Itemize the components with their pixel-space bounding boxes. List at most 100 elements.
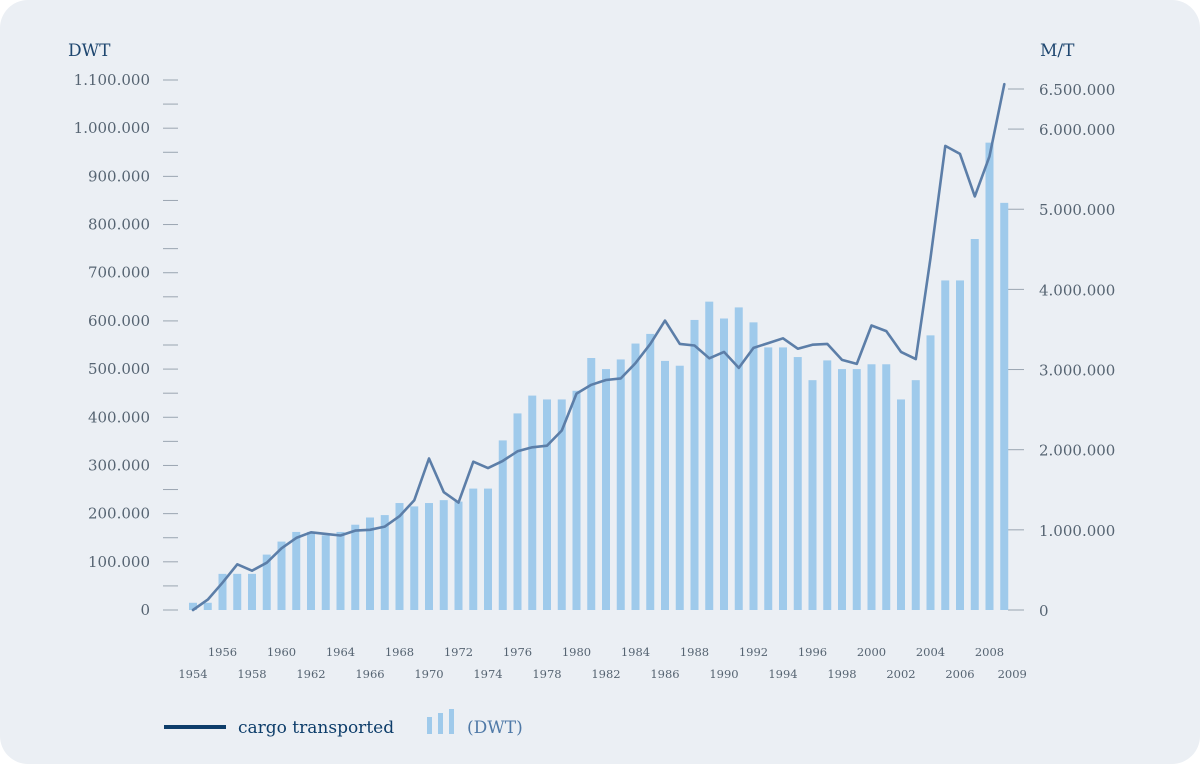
dwt-bar (380, 515, 389, 610)
dwt-bar (823, 360, 832, 610)
legend-line-label: cargo transported (238, 718, 394, 738)
dwt-bar (911, 380, 920, 610)
dwt-bar (602, 369, 610, 610)
dwt-bar (469, 488, 478, 610)
dwt-bar (749, 322, 758, 610)
dwt-bar (292, 531, 301, 610)
dwt-bar (1000, 202, 1009, 610)
dwt-bar (454, 501, 463, 610)
x-tick-label: 1996 (798, 645, 827, 659)
dwt-bar (410, 506, 419, 610)
dwt-bar (808, 380, 817, 610)
left-tick-label: 900.000 (88, 167, 150, 185)
dwt-bar (439, 500, 448, 610)
dwt-bar (646, 333, 655, 610)
left-tick-label: 300.000 (88, 456, 150, 474)
dwt-bar (572, 390, 581, 610)
x-tick-label: 1984 (621, 645, 650, 659)
dwt-bar (262, 554, 271, 610)
left-tick-label: 1.100.000 (74, 71, 150, 89)
dwt-bar (793, 357, 802, 610)
x-tick-label: 1964 (326, 645, 355, 659)
dwt-bar (970, 239, 979, 610)
right-tick-label: 6.000.000 (1039, 121, 1115, 139)
dwt-bar (321, 535, 330, 610)
right-tick-label: 5.000.000 (1039, 201, 1115, 219)
dwt-bar (218, 573, 227, 610)
legend-bar-swatch-1 (427, 717, 432, 734)
dwt-bar (425, 503, 433, 610)
x-tick-label: 1962 (296, 667, 325, 681)
x-tick-label: 2009 (998, 667, 1027, 681)
dwt-bar (336, 531, 345, 610)
right-tick-label: 1.000.000 (1039, 522, 1115, 540)
dwt-bar (513, 413, 522, 610)
left-tick-label: 700.000 (88, 264, 150, 282)
left-tick-label: 400.000 (88, 408, 150, 426)
dwt-bar (734, 307, 743, 610)
dwt-bar (616, 359, 625, 610)
dwt-bar (764, 347, 773, 610)
dwt-bar (543, 399, 551, 610)
x-tick-label: 1968 (385, 645, 414, 659)
x-tick-label: 1978 (532, 667, 561, 681)
dwt-bar (705, 301, 714, 610)
dwt-bar (189, 602, 197, 610)
left-tick-label: 100.000 (88, 553, 150, 571)
cargo-transported-line (191, 82, 1006, 612)
dwt-bar (528, 395, 537, 610)
x-tick-label: 1956 (208, 645, 237, 659)
left-axis-title: DWT (68, 41, 111, 61)
dwt-bar (366, 517, 374, 610)
x-tick-label: 1988 (680, 645, 709, 659)
dwt-bar (277, 541, 286, 610)
dwt-bar (720, 318, 728, 610)
dwt-bar (395, 503, 404, 610)
x-tick-label: 1994 (768, 667, 797, 681)
dwt-bar (926, 335, 935, 610)
dwt-bar (587, 358, 596, 610)
dwt-bar (675, 365, 684, 610)
x-tick-label: 2008 (975, 645, 1004, 659)
right-axis-title: M/T (1040, 41, 1075, 61)
dwt-bar (852, 369, 861, 610)
right-axis: 0 1.000.000 2.000.000 3.000.000 4.000.000 5.0… (1008, 81, 1115, 620)
x-tick-label: 1990 (709, 667, 738, 681)
x-tick-label: 1954 (178, 667, 207, 681)
x-tick-label: 1970 (414, 667, 443, 681)
dwt-bar (985, 142, 994, 611)
dwt-bar (557, 399, 566, 610)
left-tick-label: 200.000 (88, 505, 150, 523)
x-tick-label: 1958 (237, 667, 266, 681)
x-axis: 1956 1960 1964 1968 1972 1976 1980 1984 1988 1992… (178, 645, 1027, 681)
dwt-bar (882, 364, 891, 610)
legend: cargo transported (DWT) (164, 709, 523, 738)
dwt-bar (661, 360, 669, 610)
x-tick-label: 1986 (650, 667, 679, 681)
left-tick-label: 800.000 (88, 216, 150, 234)
x-tick-label: 1992 (739, 645, 768, 659)
dwt-bar (233, 573, 242, 610)
dwt-bar (838, 369, 846, 610)
right-tick-label: 6.500.000 (1039, 81, 1115, 99)
x-tick-label: 1966 (355, 667, 384, 681)
dwt-bar (248, 573, 256, 610)
legend-bar-label: (DWT) (467, 718, 523, 738)
dwt-bar (779, 347, 787, 610)
x-tick-label: 2004 (916, 645, 945, 659)
left-tick-label: 1.000.000 (74, 119, 150, 137)
right-tick-label: 4.000.000 (1039, 281, 1115, 299)
x-tick-label: 1960 (267, 645, 296, 659)
dwt-bars (189, 142, 1009, 611)
dwt-bar (956, 280, 964, 610)
dwt-bar (484, 488, 492, 610)
left-tick-label: 0 (140, 601, 150, 619)
dwt-bar (351, 524, 360, 610)
x-tick-label: 2000 (857, 645, 886, 659)
dwt-bar (307, 531, 315, 610)
x-tick-label: 2006 (945, 667, 974, 681)
dwt-bar (498, 440, 507, 610)
cargo-line-group (191, 82, 1006, 612)
legend-bar-swatch-2 (438, 713, 443, 734)
